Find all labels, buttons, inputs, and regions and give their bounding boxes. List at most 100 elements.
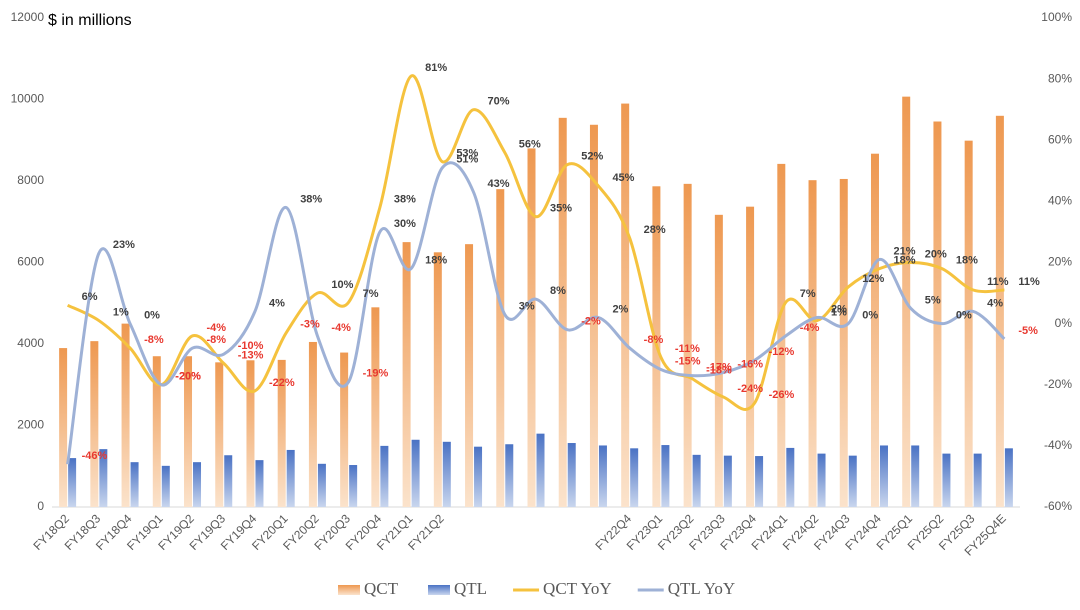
data-label: -2% [581,316,601,328]
bar [536,433,545,507]
y-tick-label: 6000 [17,255,44,269]
bar [402,242,411,507]
bar [964,140,973,507]
bar [621,103,630,507]
data-label: 1% [831,306,847,318]
data-label: 18% [425,255,447,267]
bar [308,341,317,507]
y2-tick-label: -60% [1044,499,1072,513]
legend-swatch [338,585,360,595]
y-tick-label: 2000 [17,418,44,432]
data-label: 7% [800,288,816,300]
bar [411,439,420,507]
data-label: 3% [519,300,535,312]
line [66,161,1006,465]
bar [683,183,692,508]
bar [692,454,701,507]
data-label: 8% [550,285,566,297]
bar [661,445,670,507]
y2-tick-label: -20% [1044,377,1072,391]
bar [496,189,505,507]
bar [121,323,130,507]
data-label: -15% [675,355,701,367]
data-label: -16% [737,358,763,370]
y2-tick-label: 20% [1048,255,1072,269]
bar [808,180,817,507]
line [66,74,1005,411]
bar [558,117,567,508]
bar [277,359,286,507]
data-label: -26% [769,389,795,401]
data-label: 21% [893,245,915,257]
data-label: 12% [862,273,884,285]
data-label: 35% [550,203,572,215]
bar [380,445,389,507]
bar [161,465,170,507]
bar [465,244,474,507]
data-label: 45% [612,172,634,184]
bar [879,445,888,507]
data-label: 70% [488,96,510,108]
bar [184,356,193,507]
bar [942,453,951,507]
y2-tick-label: 60% [1048,132,1072,146]
bar [598,445,607,507]
data-label: 81% [425,62,447,74]
data-label: -5% [1018,325,1038,337]
y-tick-label: 12000 [11,10,45,24]
bar [215,362,224,507]
data-label: 56% [519,138,541,150]
bar [193,462,202,507]
bar [433,252,442,507]
bar [786,447,795,507]
data-label: 20% [925,248,947,260]
data-label: -24% [737,383,763,395]
bar [255,460,264,507]
data-label: 4% [987,297,1003,309]
data-label: -46% [82,450,108,462]
data-label: 43% [488,178,510,190]
data-label: 11% [987,276,1009,288]
bar [68,458,77,507]
y-tick-label: 0 [37,499,44,513]
bar [723,455,732,507]
legend-swatch [428,585,450,595]
data-label: -8% [644,334,664,346]
data-label: 10% [331,279,353,291]
bar [340,352,349,507]
data-label: 0% [956,310,972,322]
y2-tick-label: 40% [1048,194,1072,208]
data-label: 7% [363,288,379,300]
data-label: 6% [82,291,98,303]
legend-label: QTL [454,579,487,598]
data-label: -8% [144,334,164,346]
legend-label: QCT YoY [543,579,612,598]
data-label: -20% [175,371,201,383]
data-label: -19% [363,368,389,380]
bar [995,115,1004,508]
bar [505,444,514,507]
data-label: -10% [238,340,264,352]
y-tick-label: 4000 [17,336,44,350]
bar [933,121,942,507]
data-label: -3% [300,319,320,331]
data-label: -17% [706,361,732,373]
data-label: -4% [331,322,351,334]
bar [474,446,483,507]
data-label: -8% [207,334,227,346]
data-label: -11% [675,343,700,355]
y2-tick-label: 80% [1048,71,1072,85]
data-label: 18% [893,255,915,267]
data-label: -4% [207,322,227,334]
bar [527,148,536,507]
data-label: 38% [394,193,416,205]
data-label: 0% [144,310,160,322]
y2-tick-label: -40% [1044,438,1072,452]
bar [839,178,848,507]
bar [777,163,786,507]
data-label: -4% [800,322,820,334]
data-label: 2% [831,303,847,315]
bar [59,348,68,507]
data-label: -18% [706,365,732,377]
